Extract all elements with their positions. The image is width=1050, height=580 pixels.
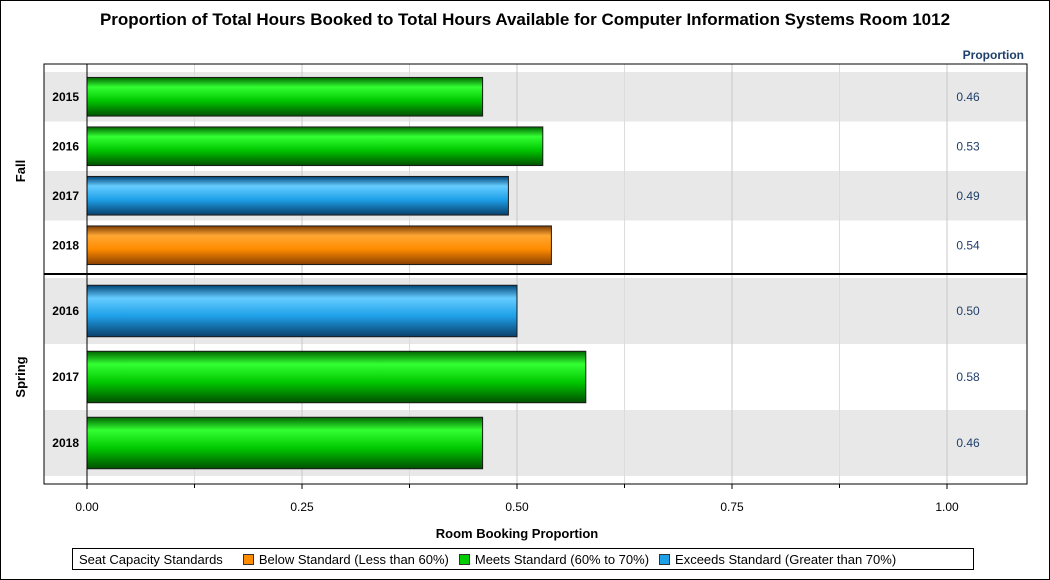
group-label-fall: Fall (13, 160, 28, 182)
bar-fall-2018 (86, 225, 552, 266)
value-label: 0.46 (956, 436, 980, 450)
group-label-spring: Spring (13, 356, 28, 397)
x-tick-label: 0.00 (75, 500, 99, 514)
category-label: 2015 (52, 90, 79, 104)
value-label: 0.58 (956, 370, 980, 384)
bar-spring-2017 (86, 350, 587, 404)
legend-item-below: Below Standard (Less than 60%) (242, 551, 449, 567)
legend-swatch (242, 553, 254, 565)
plot-border (43, 63, 1028, 485)
legend-item-meets: Meets Standard (60% to 70%) (458, 551, 650, 567)
category-label: 2018 (52, 238, 79, 252)
legend-label: Exceeds Standard (Greater than 70%) (675, 551, 897, 567)
legend-swatch (458, 553, 470, 565)
bar-fall-2017 (86, 175, 509, 216)
bar-spring-2018 (86, 416, 484, 470)
value-label: 0.49 (956, 189, 980, 203)
chart-title: Proportion of Total Hours Booked to Tota… (99, 10, 951, 29)
x-tick-label: 0.25 (290, 500, 314, 514)
bar-spring-2016 (86, 284, 518, 338)
category-label: 2016 (52, 139, 79, 153)
legend-swatch (659, 553, 671, 565)
legend-item-exceeds: Exceeds Standard (Greater than 70%) (659, 552, 896, 567)
value-label: 0.54 (956, 238, 980, 252)
bar-fall-2015 (86, 76, 484, 117)
value-label: 0.46 (956, 90, 980, 104)
x-tick-label: 1.00 (935, 500, 959, 514)
x-tick-label: 0.50 (505, 500, 529, 514)
category-label: 2017 (52, 189, 79, 203)
bar-fall-2016 (86, 126, 544, 167)
category-label: 2017 (52, 370, 79, 384)
x-axis-title: Room Booking Proportion (436, 526, 599, 541)
value-label: 0.53 (956, 139, 980, 153)
legend-label: Below Standard (Less than 60%) (258, 551, 449, 567)
value-label: 0.50 (956, 304, 980, 318)
value-column-header: Proportion (963, 48, 1024, 62)
chart-legend: Seat Capacity Standards Below Standard (… (72, 548, 974, 570)
legend-title: Seat Capacity Standards (79, 551, 223, 567)
chart-plot: Proportion 2015 0.46 2016 0.53 2017 0.49 2018 0.… (13, 48, 1028, 541)
x-tick-label: 0.75 (720, 500, 744, 514)
legend-label: Meets Standard (60% to 70%) (474, 551, 650, 567)
category-label: 2018 (52, 436, 79, 450)
category-label: 2016 (52, 304, 79, 318)
